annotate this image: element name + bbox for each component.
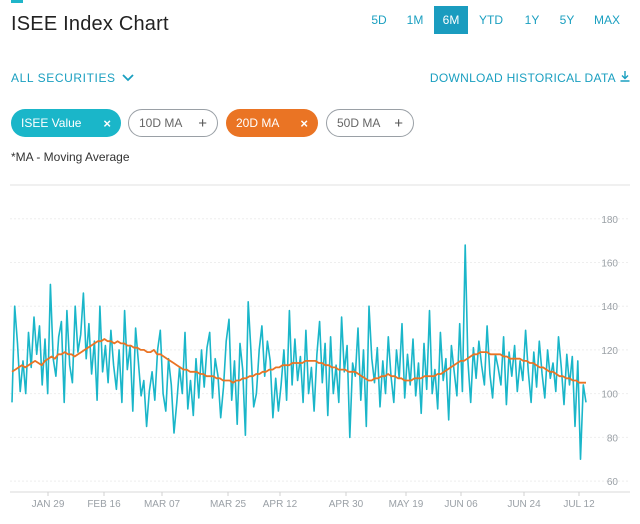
range-tab-6m[interactable]: 6M <box>434 6 468 34</box>
pill-20d-ma[interactable]: 20D MA × <box>226 109 318 137</box>
pill-label: 50D MA <box>337 116 381 130</box>
x-tick-label: MAY 19 <box>389 499 424 510</box>
x-tick-label: MAR 25 <box>210 499 247 510</box>
y-tick-label: 160 <box>601 259 618 270</box>
close-icon[interactable]: × <box>103 115 111 131</box>
series-line-isee-value <box>11 244 587 461</box>
range-tabs: 5D 1M 6M YTD 1Y 5Y MAX <box>362 6 630 34</box>
download-historical-data-link[interactable]: DOWNLOAD HISTORICAL DATA <box>430 71 630 85</box>
pill-10d-ma[interactable]: 10D MA + <box>128 109 218 137</box>
pill-label: ISEE Value <box>21 116 82 130</box>
pill-50d-ma[interactable]: 50D MA + <box>326 109 414 137</box>
pill-isee-value[interactable]: ISEE Value × <box>11 109 121 137</box>
chevron-down-icon <box>122 71 134 85</box>
pill-label: 20D MA <box>236 116 280 130</box>
all-securities-label: ALL SECURITIES <box>11 71 116 85</box>
all-securities-dropdown[interactable]: ALL SECURITIES <box>11 71 134 85</box>
range-tab-max[interactable]: MAX <box>593 13 620 27</box>
download-label: DOWNLOAD HISTORICAL DATA <box>429 71 616 85</box>
plus-icon[interactable]: + <box>394 114 403 132</box>
y-tick-label: 180 <box>601 215 618 226</box>
moving-average-note: *MA - Moving Average <box>11 150 130 164</box>
x-tick-label: JUN 06 <box>444 499 478 510</box>
isee-index-chart[interactable]: 60 80 100 120 140 160 180 JAN 29 FEB 16 MAR 07 MA… <box>10 184 630 524</box>
x-tick-label: FEB 16 <box>87 499 121 510</box>
x-tick-label: APR 30 <box>329 499 364 510</box>
y-tick-label: 80 <box>607 433 619 444</box>
y-tick-label: 100 <box>601 390 618 401</box>
range-tab-5y[interactable]: 5Y <box>559 13 575 27</box>
y-tick-label: 60 <box>607 477 619 488</box>
top-accent-bar <box>11 0 23 3</box>
x-tick-label: JAN 29 <box>32 499 65 510</box>
download-icon <box>620 71 630 85</box>
x-tick-label: JUL 12 <box>563 499 595 510</box>
range-tab-ytd[interactable]: YTD <box>479 13 503 27</box>
series-line-20d-ma <box>11 338 586 384</box>
y-tick-label: 140 <box>601 302 618 313</box>
x-tick-label: MAR 07 <box>144 499 181 510</box>
plus-icon[interactable]: + <box>198 114 207 132</box>
x-tick-label: JUN 24 <box>507 499 541 510</box>
range-tab-5d[interactable]: 5D <box>371 13 387 27</box>
x-tick-label: APR 12 <box>263 499 298 510</box>
pill-label: 10D MA <box>139 116 183 130</box>
page-title: ISEE Index Chart <box>11 13 169 35</box>
range-tab-1m[interactable]: 1M <box>406 13 424 27</box>
range-tab-1y[interactable]: 1Y <box>524 13 540 27</box>
chart-svg: 60 80 100 120 140 160 180 JAN 29 FEB 16 MAR 07 MA… <box>10 184 630 510</box>
close-icon[interactable]: × <box>300 115 308 131</box>
y-tick-label: 120 <box>601 346 618 357</box>
